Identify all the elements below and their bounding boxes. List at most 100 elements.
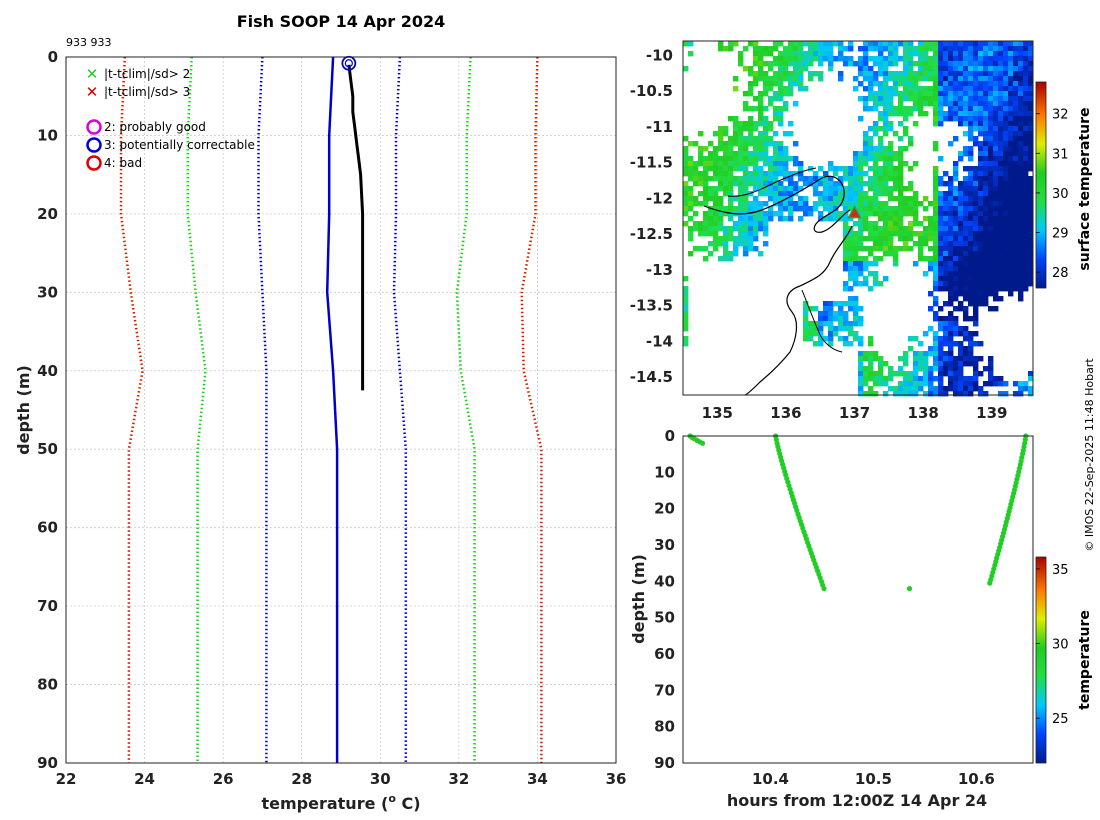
track-cb-tick-label: 35 xyxy=(1052,563,1069,578)
sst-cell xyxy=(1018,261,1024,267)
sst-cell xyxy=(938,56,944,62)
sst-cell xyxy=(893,386,899,392)
sst-cell xyxy=(948,186,954,192)
sst-cell xyxy=(868,221,874,227)
sst-cell xyxy=(1003,161,1009,167)
sst-cell xyxy=(718,161,724,167)
sst-cell xyxy=(963,361,969,367)
sst-cell xyxy=(758,66,764,72)
sst-cell xyxy=(883,246,889,252)
sst-cell xyxy=(973,226,979,232)
sst-cell xyxy=(978,216,984,222)
sst-cell xyxy=(908,231,914,237)
sst-cell xyxy=(888,221,894,227)
sst-cell xyxy=(788,156,794,162)
sst-cell xyxy=(898,111,904,117)
sst-cell xyxy=(758,56,764,62)
sst-cell xyxy=(988,131,994,137)
sst-cell xyxy=(693,201,699,207)
sst-cell xyxy=(963,81,969,87)
sst-cell xyxy=(773,111,779,117)
sst-cell xyxy=(913,221,919,227)
sst-cell xyxy=(928,391,934,397)
sst-cell xyxy=(873,56,879,62)
sst-cell xyxy=(918,351,924,357)
sst-cell xyxy=(878,46,884,52)
sst-cell xyxy=(1023,91,1029,97)
sst-cell xyxy=(778,51,784,57)
sst-cell xyxy=(933,176,939,182)
sst-cell xyxy=(788,186,794,192)
sst-cell xyxy=(1028,141,1034,147)
sst-cell xyxy=(1023,51,1029,57)
sst-cell xyxy=(753,166,759,172)
sst-cell xyxy=(698,231,704,237)
sst-cell xyxy=(838,326,844,332)
sst-cell xyxy=(768,121,774,127)
sst-cell xyxy=(888,141,894,147)
sst-cell xyxy=(843,236,849,242)
sst-cell xyxy=(968,171,974,177)
sst-cell xyxy=(858,181,864,187)
sst-cell xyxy=(703,256,709,262)
sst-cell xyxy=(973,386,979,392)
sst-cell xyxy=(853,271,859,277)
sst-cell xyxy=(708,141,714,147)
sst-cell xyxy=(863,141,869,147)
sst-cell xyxy=(993,61,999,67)
sst-cell xyxy=(858,201,864,207)
sst-cell xyxy=(1028,221,1034,227)
sst-cell xyxy=(898,246,904,252)
sst-cell xyxy=(788,216,794,222)
sst-cell xyxy=(778,146,784,152)
sst-cell xyxy=(913,81,919,87)
sst-cell xyxy=(933,106,939,112)
sst-cell xyxy=(938,241,944,247)
sst-cell xyxy=(1003,81,1009,87)
sst-cell xyxy=(963,241,969,247)
sst-cell xyxy=(828,176,834,182)
sst-cell xyxy=(848,251,854,257)
sst-cell xyxy=(728,136,734,142)
sst-cell xyxy=(993,211,999,217)
sst-cell xyxy=(873,371,879,377)
sst-cell xyxy=(713,176,719,182)
sst-cell xyxy=(763,121,769,127)
sst-cell xyxy=(803,321,809,327)
sst-cell xyxy=(983,196,989,202)
sst-cell xyxy=(898,391,904,397)
sst-cell xyxy=(718,226,724,232)
sst-cell xyxy=(1013,166,1019,172)
sst-cell xyxy=(743,141,749,147)
sst-cell xyxy=(913,46,919,52)
sst-cell xyxy=(938,306,944,312)
sst-cell xyxy=(833,206,839,212)
sst-cell xyxy=(1003,46,1009,52)
sst-cell xyxy=(873,231,879,237)
sst-cell xyxy=(888,96,894,102)
sst-cell xyxy=(753,76,759,82)
sst-cell xyxy=(918,241,924,247)
sst-cell xyxy=(998,136,1004,142)
sst-cell xyxy=(1023,276,1029,282)
sst-cell xyxy=(738,141,744,147)
sst-cell xyxy=(768,186,774,192)
sst-cell xyxy=(828,51,834,57)
sst-cell xyxy=(843,176,849,182)
sst-cell xyxy=(1008,251,1014,257)
sst-cell xyxy=(863,266,869,272)
sst-cell xyxy=(953,286,959,292)
sst-cell xyxy=(928,201,934,207)
sst-cell xyxy=(933,301,939,307)
sst-cell xyxy=(723,211,729,217)
sst-cell xyxy=(973,201,979,207)
sst-cell xyxy=(878,41,884,47)
sst-cell xyxy=(883,381,889,387)
sst-cell xyxy=(763,116,769,122)
sst-cell xyxy=(1018,111,1024,117)
sst-cell xyxy=(1018,236,1024,242)
sst-cell xyxy=(918,236,924,242)
sst-cell xyxy=(1028,386,1034,392)
sst-cell xyxy=(793,201,799,207)
